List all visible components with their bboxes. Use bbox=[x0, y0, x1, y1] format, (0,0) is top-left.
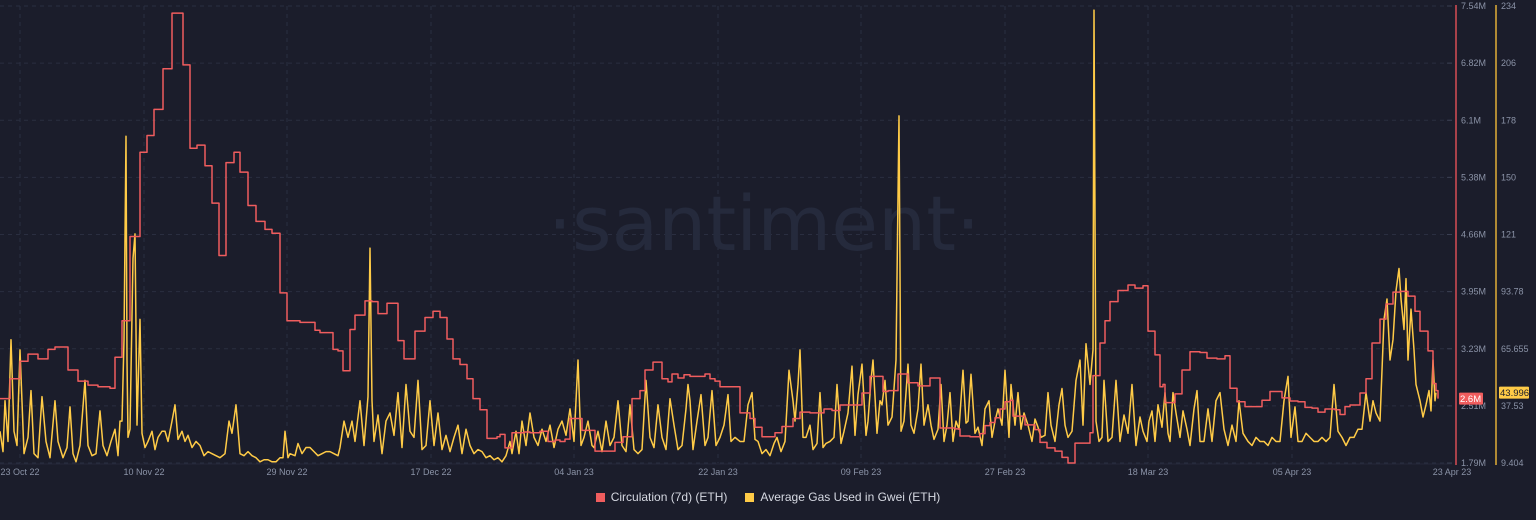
x-tick-label: 29 Nov 22 bbox=[266, 467, 307, 477]
x-tick-label: 27 Feb 23 bbox=[985, 467, 1026, 477]
series-circ-path bbox=[0, 12, 1439, 464]
y-tick-label: 206 bbox=[1501, 58, 1516, 68]
x-tick-label: 09 Feb 23 bbox=[841, 467, 882, 477]
y-tick-label: 1.79M bbox=[1461, 458, 1486, 468]
legend-item-gas[interactable]: Average Gas Used in Gwei (ETH) bbox=[745, 490, 940, 504]
legend-label-gas: Average Gas Used in Gwei (ETH) bbox=[760, 490, 941, 504]
legend-item-circulation[interactable]: Circulation (7d) (ETH) bbox=[595, 490, 728, 504]
last-value-text: 43.996 bbox=[1500, 388, 1529, 399]
x-tick-label: 23 Apr 23 bbox=[1433, 467, 1472, 477]
y-tick-label: 3.95M bbox=[1461, 287, 1486, 297]
y-tick-label: 6.82M bbox=[1461, 58, 1486, 68]
x-tick-label: 17 Dec 22 bbox=[410, 467, 451, 477]
x-tick-label: 23 Oct 22 bbox=[0, 467, 39, 477]
y-tick-label: 5.38M bbox=[1461, 172, 1486, 182]
gas-last-value-badge bbox=[1499, 386, 1529, 399]
y-tick-label: 4.66M bbox=[1461, 230, 1486, 240]
y-tick-label: 3.23M bbox=[1461, 344, 1486, 354]
x-tick-label: 10 Nov 22 bbox=[123, 467, 164, 477]
last-value-text: 2.6M bbox=[1460, 394, 1481, 405]
watermark: ·santiment· bbox=[548, 179, 980, 268]
circulation-line-series bbox=[0, 12, 1439, 464]
y-tick-label: 121 bbox=[1501, 230, 1516, 240]
y-tick-label: 178 bbox=[1501, 115, 1516, 125]
y-tick-label: 150 bbox=[1501, 172, 1516, 182]
grid-lines bbox=[0, 5, 1452, 465]
gas-swatch-icon bbox=[745, 492, 755, 502]
gas-line-series bbox=[0, 9, 1437, 463]
x-tick-label: 22 Jan 23 bbox=[698, 467, 738, 477]
y-tick-label: 234 bbox=[1501, 1, 1516, 11]
y-tick-label: 65.655 bbox=[1501, 344, 1529, 354]
legend: Circulation (7d) (ETH) Average Gas Used … bbox=[0, 490, 1536, 504]
y-tick-label: 9.404 bbox=[1501, 458, 1524, 468]
x-tick-label: 18 Mar 23 bbox=[1128, 467, 1169, 477]
y-tick-label: 37.53 bbox=[1501, 401, 1524, 411]
series-gas-path bbox=[0, 9, 1437, 463]
y-tick-label: 93.78 bbox=[1501, 287, 1524, 297]
y-tick-label: 2.51M bbox=[1461, 401, 1486, 411]
y-tick-label: 6.1M bbox=[1461, 115, 1481, 125]
circulation-swatch-icon bbox=[595, 492, 605, 502]
circulation-last-value-badge bbox=[1459, 392, 1483, 405]
x-axis-labels: 23 Oct 22 10 Nov 22 29 Nov 22 17 Dec 22 04 J… bbox=[0, 467, 1471, 477]
legend-label-circulation: Circulation (7d) (ETH) bbox=[610, 490, 728, 504]
y-tick-label: 7.54M bbox=[1461, 1, 1486, 11]
y-axes: 7.54M 6.82M 6.1M 5.38M 4.66M 3.95M 3.23M 2.51M 1… bbox=[1447, 1, 1529, 468]
x-tick-label: 05 Apr 23 bbox=[1273, 467, 1312, 477]
x-tick-label: 04 Jan 23 bbox=[554, 467, 594, 477]
